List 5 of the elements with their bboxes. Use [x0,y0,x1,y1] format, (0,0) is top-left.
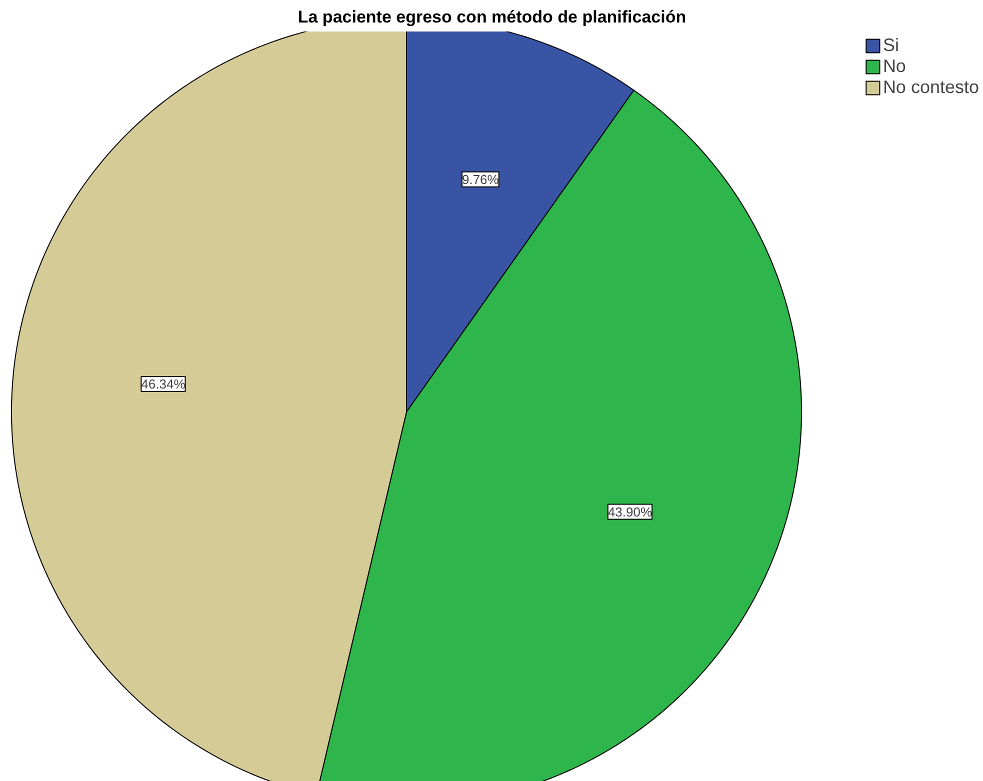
data-label: 9.76% [462,172,500,187]
chart-title: La paciente egreso con método de planificación [298,8,686,26]
legend-label: No contesto [882,77,979,98]
legend-label: Si [882,35,900,56]
legend-label: No [882,56,906,77]
